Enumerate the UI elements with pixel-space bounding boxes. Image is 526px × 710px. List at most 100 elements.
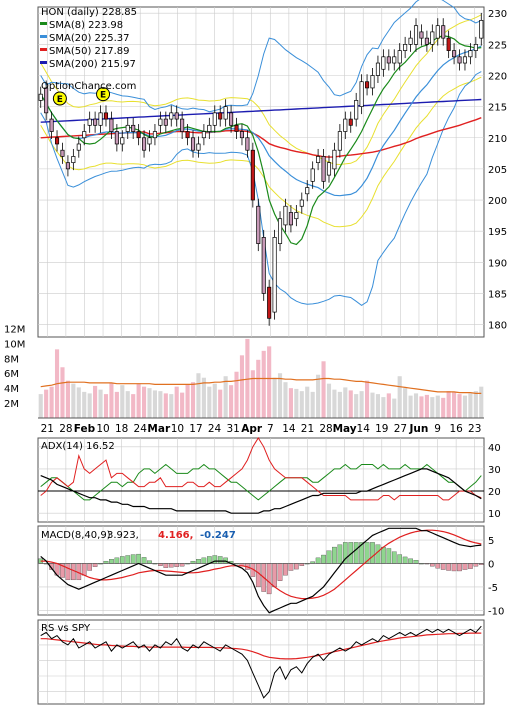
adx-legend: ADX(14) 16.52: [41, 441, 115, 452]
macd-histogram-bar: [136, 553, 141, 564]
candle-body: [326, 162, 332, 176]
volume-bar: [98, 389, 103, 418]
candle-body: [403, 44, 408, 51]
macd-panel: -10 -5 0 5 MACD(8,40,9)3.923, 4.166, -0.247: [37, 525, 504, 617]
volume-bar: [326, 383, 332, 418]
macd-histogram-bar: [119, 556, 125, 564]
price-axis-tick-label: 210: [488, 134, 507, 145]
volume-bar: [305, 386, 310, 418]
candle-body: [114, 131, 119, 145]
candle-body: [386, 56, 391, 64]
macd-legend-label: MACD(8,40,9): [41, 530, 111, 541]
volume-tick-label: 12M: [4, 324, 25, 335]
volume-bar: [386, 393, 391, 418]
volume-bar: [310, 391, 315, 418]
volume-bar: [424, 394, 429, 418]
earnings-marker: [96, 87, 111, 102]
macd-axis-tick-label: -10: [488, 606, 504, 617]
candle-body: [332, 149, 337, 170]
volume-bar: [468, 393, 473, 418]
macd-histogram-bar: [435, 563, 441, 569]
volume-bar: [201, 377, 206, 418]
macd-histogram-bar: [87, 563, 92, 571]
macd-histogram-bar: [381, 546, 386, 564]
volume-bar: [462, 395, 468, 418]
macd-histogram-bar: [158, 563, 163, 566]
volume-bar: [136, 383, 141, 418]
candle-body: [239, 131, 244, 139]
macd-histogram-bar: [315, 557, 321, 564]
volume-tick-label: 4M: [4, 384, 19, 395]
legend-swatch: [40, 48, 47, 51]
macd-histogram-bar: [103, 560, 109, 564]
macd-histogram-bar: [130, 554, 136, 564]
earnings-marker: [52, 91, 67, 106]
candle-body: [337, 131, 342, 151]
candle-body: [424, 37, 429, 45]
candle-body: [174, 112, 179, 120]
candle-body: [38, 93, 43, 101]
volume-bar: [196, 373, 201, 418]
volume-bar: [316, 374, 321, 418]
legend-label: HON (daily) 228.85: [41, 7, 137, 18]
volume-bar: [218, 389, 223, 418]
volume-bar: [250, 370, 255, 418]
candle-body: [365, 81, 370, 89]
legend-label: SMA(8) 223.98: [49, 20, 123, 31]
x-axis-label: 23: [468, 423, 481, 435]
candle-body: [272, 237, 277, 313]
volume-bar: [131, 394, 136, 418]
x-axis-label: 21: [301, 423, 314, 435]
macd-histogram-bar: [430, 563, 435, 567]
candle-body: [261, 237, 266, 294]
legend-swatch: [40, 35, 47, 38]
volume-bar: [245, 338, 250, 418]
volume-tick-label: 8M: [4, 354, 19, 365]
rs-average-line: [40, 632, 482, 660]
candle-body: [223, 106, 228, 120]
candle-body: [65, 162, 70, 170]
candle-body: [359, 81, 364, 107]
candle-body: [299, 199, 304, 207]
sma8-line: [40, 35, 482, 246]
volume-bar: [446, 391, 451, 418]
price-envelope-lower: [40, 76, 482, 228]
price-panel-frame: [37, 6, 485, 338]
volume-bar: [413, 393, 419, 418]
price-axis-tick-label: 220: [488, 71, 507, 82]
candle-body: [82, 131, 87, 139]
candle-body: [283, 205, 288, 226]
x-axis-label: Feb: [74, 423, 96, 435]
macd-histogram-bar: [81, 563, 87, 576]
x-axis-label: 10: [96, 423, 109, 435]
adx-panel-frame: [37, 437, 485, 523]
price-axis-tick-label: 215: [488, 103, 507, 114]
candle-body: [468, 50, 473, 58]
volume-bar: [180, 392, 185, 418]
candle-body: [419, 31, 424, 39]
volume-bar: [272, 377, 277, 418]
candle-body: [446, 37, 451, 51]
volume-bar: [147, 388, 152, 418]
macd-histogram-bar: [283, 563, 288, 576]
x-axis-label: 28: [59, 423, 72, 435]
macd-histogram-bar: [326, 550, 332, 564]
candle-body: [103, 112, 109, 120]
candle-body: [354, 100, 359, 120]
macd-histogram-bar: [288, 563, 294, 571]
adx-axis-tick-label: 20: [488, 487, 501, 498]
candle-body: [267, 286, 272, 319]
rs-panel-frame: [37, 619, 485, 705]
volume-bar: [343, 387, 348, 418]
volume-bar: [93, 385, 98, 418]
macd-histogram-bar: [462, 563, 468, 570]
candle-body: [375, 62, 380, 76]
price-axis-tick-label: 205: [488, 165, 507, 176]
macd-histogram-bar: [141, 557, 147, 564]
volume-average-line: [40, 377, 482, 394]
volume-bar: [332, 389, 337, 418]
candle-body: [234, 124, 239, 132]
candle-body: [109, 118, 114, 132]
x-axis-label: 28: [319, 423, 332, 435]
